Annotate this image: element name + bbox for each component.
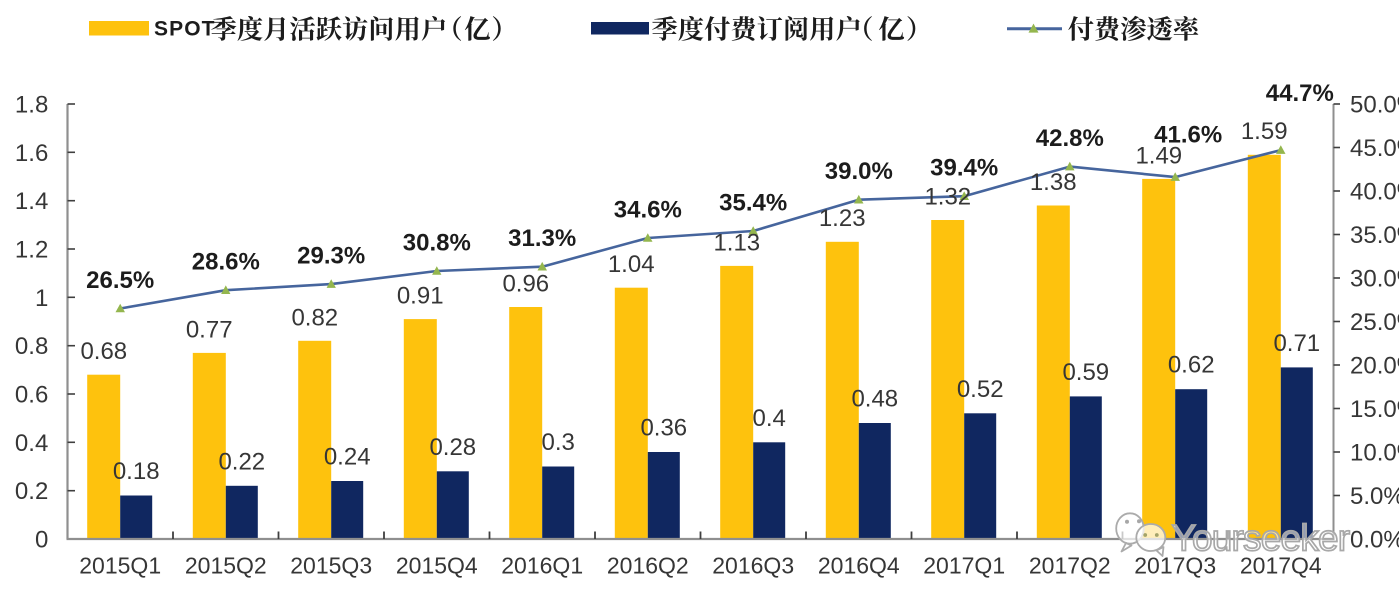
svg-text:1.23: 1.23 xyxy=(819,205,866,232)
svg-text:26.5%: 26.5% xyxy=(86,267,154,294)
svg-text:2017Q4: 2017Q4 xyxy=(1240,553,1322,579)
svg-text:1.49: 1.49 xyxy=(1135,142,1182,169)
svg-text:2017Q3: 2017Q3 xyxy=(1134,553,1216,579)
svg-text:0.59: 0.59 xyxy=(1062,359,1109,386)
svg-text:0.3: 0.3 xyxy=(542,429,575,456)
svg-text:10.0%: 10.0% xyxy=(1350,440,1399,467)
svg-text:2015Q1: 2015Q1 xyxy=(79,553,161,579)
svg-text:2015Q4: 2015Q4 xyxy=(396,553,478,579)
svg-text:0.4: 0.4 xyxy=(753,405,786,432)
svg-text:0.68: 0.68 xyxy=(80,338,127,365)
svg-text:1.32: 1.32 xyxy=(924,184,971,211)
svg-text:50.0%: 50.0% xyxy=(1350,92,1399,119)
svg-text:0.36: 0.36 xyxy=(640,415,687,442)
svg-text:1.59: 1.59 xyxy=(1241,118,1288,145)
svg-text:Yourseeker: Yourseeker xyxy=(1172,518,1350,559)
svg-text:0.96: 0.96 xyxy=(502,271,549,298)
svg-text:0.91: 0.91 xyxy=(397,283,444,310)
svg-text:0.62: 0.62 xyxy=(1168,352,1215,379)
svg-text:1.4: 1.4 xyxy=(15,188,48,215)
svg-text:2017Q1: 2017Q1 xyxy=(923,553,1005,579)
svg-text:0.77: 0.77 xyxy=(186,316,233,343)
svg-text:1.6: 1.6 xyxy=(15,140,48,167)
svg-text:0.71: 0.71 xyxy=(1273,330,1320,357)
svg-text:2016Q2: 2016Q2 xyxy=(607,553,689,579)
svg-text:35.4%: 35.4% xyxy=(719,190,787,217)
svg-text:0.48: 0.48 xyxy=(851,386,898,413)
svg-text:30.8%: 30.8% xyxy=(403,230,471,257)
svg-text:0.2: 0.2 xyxy=(15,478,48,505)
svg-text:39.0%: 39.0% xyxy=(825,158,893,185)
svg-text:20.0%: 20.0% xyxy=(1350,353,1399,380)
svg-text:0.82: 0.82 xyxy=(291,304,338,331)
svg-text:2016Q4: 2016Q4 xyxy=(818,553,900,579)
svg-text:31.3%: 31.3% xyxy=(508,225,576,252)
svg-text:35.0%: 35.0% xyxy=(1350,222,1399,249)
svg-text:1.04: 1.04 xyxy=(608,251,655,278)
svg-text:5.0%: 5.0% xyxy=(1350,483,1399,510)
svg-text:42.8%: 42.8% xyxy=(1036,125,1104,152)
svg-text:2017Q2: 2017Q2 xyxy=(1029,553,1111,579)
svg-text:41.6%: 41.6% xyxy=(1154,122,1222,149)
svg-text:0.8: 0.8 xyxy=(15,333,48,360)
svg-text:40.0%: 40.0% xyxy=(1350,179,1399,206)
svg-text:0.24: 0.24 xyxy=(324,444,371,471)
svg-text:SPOT: SPOT xyxy=(154,18,216,41)
svg-text:2015Q3: 2015Q3 xyxy=(290,553,372,579)
svg-text:0.18: 0.18 xyxy=(113,458,160,485)
svg-text:0.4: 0.4 xyxy=(15,430,48,457)
svg-text:15.0%: 15.0% xyxy=(1350,396,1399,423)
svg-text:1.2: 1.2 xyxy=(15,237,48,264)
svg-text:2015Q2: 2015Q2 xyxy=(185,553,267,579)
svg-text:0.0%: 0.0% xyxy=(1350,527,1399,554)
svg-text:2016Q1: 2016Q1 xyxy=(501,553,583,579)
svg-text:0.6: 0.6 xyxy=(15,382,48,409)
svg-text:30.0%: 30.0% xyxy=(1350,266,1399,293)
svg-text:0.22: 0.22 xyxy=(218,448,265,475)
svg-text:0.28: 0.28 xyxy=(429,434,476,461)
svg-text:1.8: 1.8 xyxy=(15,92,48,119)
svg-text:45.0%: 45.0% xyxy=(1350,135,1399,162)
svg-text:1: 1 xyxy=(35,285,48,312)
svg-text:28.6%: 28.6% xyxy=(192,249,260,276)
svg-text:0.52: 0.52 xyxy=(957,376,1004,403)
svg-text:2016Q3: 2016Q3 xyxy=(712,553,794,579)
svg-text:39.4%: 39.4% xyxy=(930,155,998,182)
svg-text:1.38: 1.38 xyxy=(1030,169,1077,196)
svg-text:44.7%: 44.7% xyxy=(1266,80,1334,107)
svg-text:34.6%: 34.6% xyxy=(614,197,682,224)
svg-text:25.0%: 25.0% xyxy=(1350,309,1399,336)
svg-text:0: 0 xyxy=(35,527,48,554)
svg-text:29.3%: 29.3% xyxy=(297,243,365,270)
svg-text:1.13: 1.13 xyxy=(713,229,760,256)
